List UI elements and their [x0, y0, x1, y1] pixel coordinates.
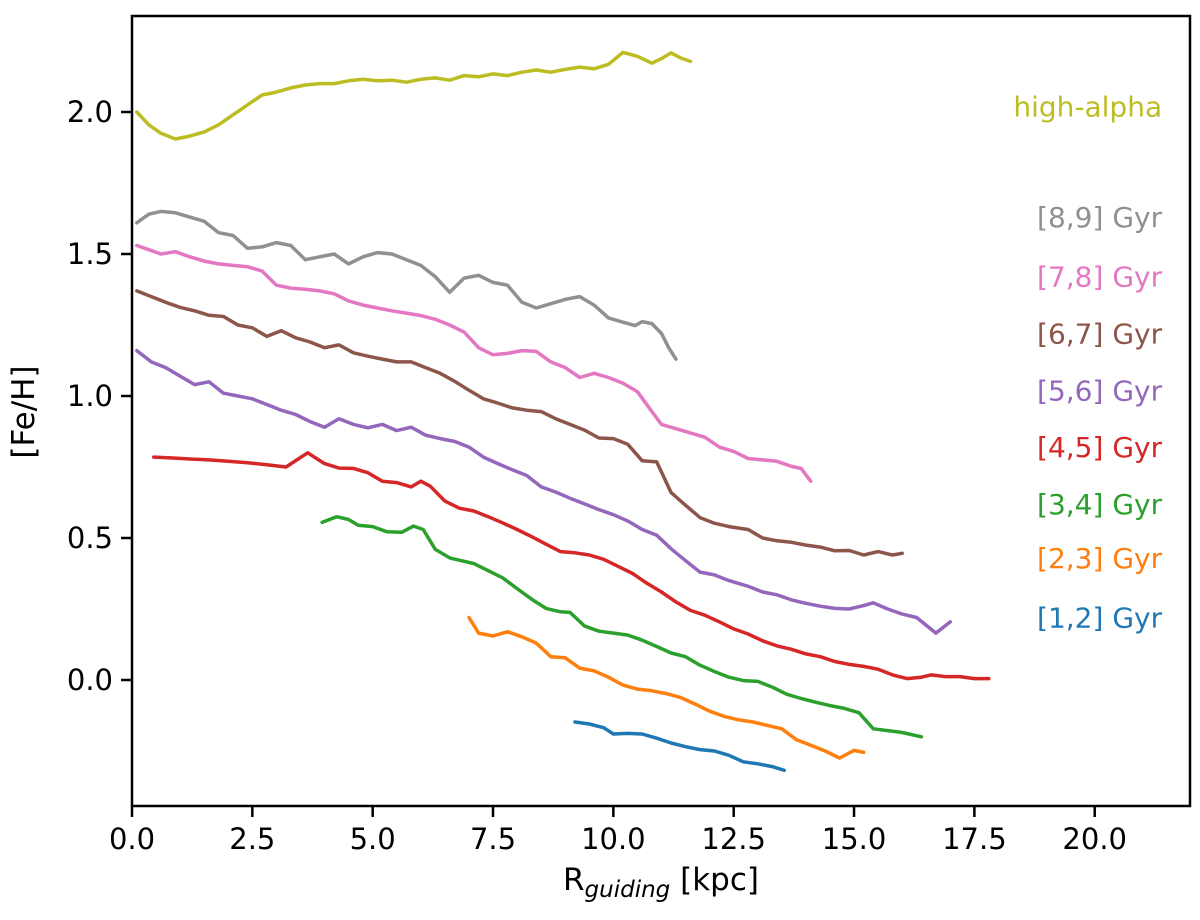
x-tick-label: 20.0	[1062, 822, 1127, 856]
plot-area: 0.0 2.5 5.0 7.5 10.0 12.5 15.0 17.5 20.0 0.0 0.5 1.…	[67, 14, 1192, 856]
legend-label-age-7-8: [7,8] Gyr	[1037, 261, 1163, 294]
y-tick-label: 2.0	[67, 95, 113, 129]
x-tick-label: 17.5	[942, 822, 1007, 856]
x-tick-label: 0.0	[109, 822, 155, 856]
series-line-age-1-2	[573, 720, 786, 773]
legend-label-age-5-6: [5,6] Gyr	[1037, 374, 1163, 407]
legend-label-age-1-2: [1,2] Gyr	[1037, 602, 1163, 635]
y-tick-label: 1.5	[67, 237, 113, 271]
y-axis-label: [Fe/H]	[6, 365, 42, 458]
series-line-high-alpha	[135, 50, 693, 141]
x-tick-label: 12.5	[701, 822, 766, 856]
series-line-age-2-3	[467, 615, 866, 760]
legend-label-age-4-5: [4,5] Gyr	[1037, 431, 1163, 464]
legend-label-high-alpha: high-alpha	[1013, 90, 1162, 123]
x-tick-label: 10.0	[581, 822, 646, 856]
y-tick-label: 0.0	[67, 663, 113, 697]
legend-label-age-2-3: [2,3] Gyr	[1037, 542, 1163, 575]
x-axis-label-subscript: guiding	[585, 877, 671, 903]
x-axis-label-prefix: R	[563, 862, 585, 898]
legend-label-age-3-4: [3,4] Gyr	[1037, 488, 1163, 521]
x-tick-label: 7.5	[470, 822, 516, 856]
legend-label-age-8-9: [8,9] Gyr	[1037, 201, 1163, 234]
series-line-age-4-5	[151, 451, 991, 681]
x-axis-label-suffix: [kpc]	[670, 862, 759, 898]
legend-label-age-6-7: [6,7] Gyr	[1037, 318, 1163, 351]
y-tick-label: 0.5	[67, 521, 113, 555]
plot-border	[130, 14, 1192, 808]
x-axis-label: Rguiding [kpc]	[563, 862, 759, 903]
series-line-age-7-8	[135, 243, 813, 483]
series-line-age-3-4	[320, 514, 924, 739]
x-tick-label: 5.0	[350, 822, 396, 856]
y-tick-label: 1.0	[67, 379, 113, 413]
x-tick-label: 2.5	[229, 822, 275, 856]
series-line-age-6-7	[135, 289, 904, 557]
series-line-age-8-9	[135, 209, 678, 361]
series-line-age-5-6	[135, 348, 953, 635]
x-tick-label: 15.0	[822, 822, 887, 856]
